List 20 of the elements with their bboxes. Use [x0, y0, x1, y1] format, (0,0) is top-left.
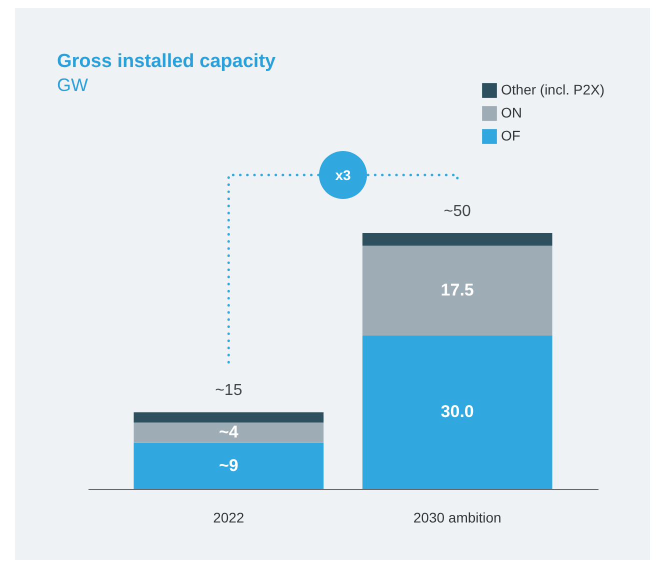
data-label: 17.5: [440, 280, 474, 300]
bar: [134, 412, 324, 422]
legend-label: OF: [501, 128, 520, 144]
legend-label: ON: [501, 104, 522, 120]
chart-subtitle: GW: [57, 75, 88, 95]
legend-label: Other (incl. P2X): [501, 82, 604, 98]
bar: [362, 246, 552, 336]
x-tick-label: 2030 ambition: [413, 510, 502, 526]
x-tick-label: 2022: [213, 510, 244, 526]
bar: [362, 335, 552, 489]
data-label: ~9: [218, 456, 238, 475]
text: x3: [335, 167, 351, 183]
total-label: ~50: [444, 203, 472, 220]
chart-title: Gross installed capacity: [57, 51, 276, 72]
bar: [134, 442, 324, 489]
data-label: 30.0: [440, 402, 474, 422]
data-label: ~4: [218, 422, 239, 442]
bar: [134, 422, 324, 443]
bar: [362, 233, 552, 246]
total-label: ~15: [215, 382, 242, 400]
